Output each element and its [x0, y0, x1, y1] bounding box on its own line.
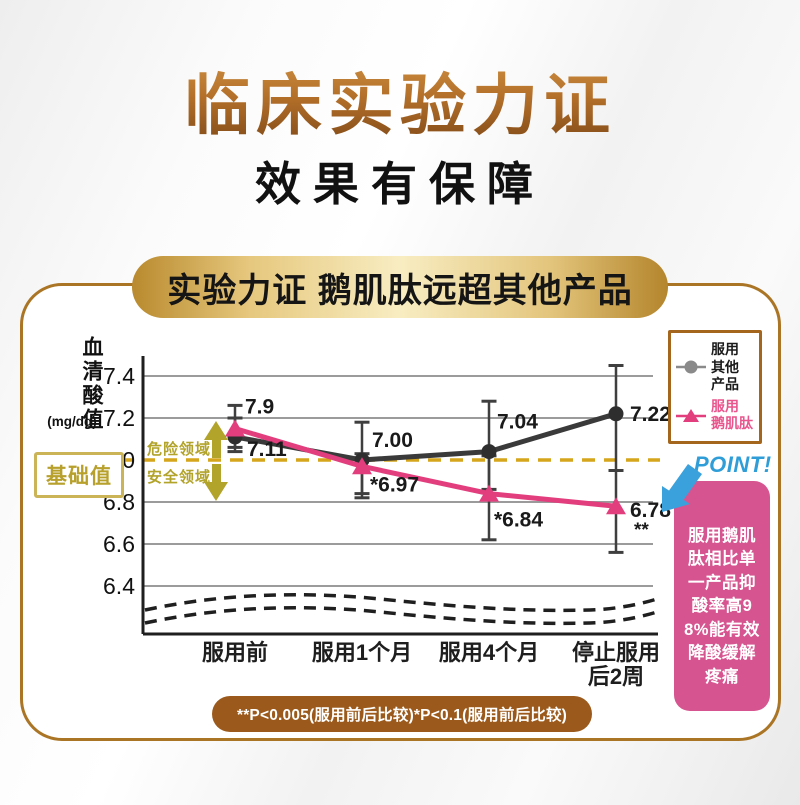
danger-zone-label: 危险领域 — [147, 441, 212, 458]
point-callout-label: POINT! — [694, 452, 772, 477]
section-banner: 实验力证 鹅肌肽远超其他产品 — [132, 256, 668, 318]
y-axis-unit: (mg/dg) — [47, 414, 97, 429]
triangle-marker-icon — [676, 409, 706, 423]
legend-label-other: 服用 其他 产品 — [711, 341, 739, 393]
y-axis-title: 血清酸值 — [80, 336, 103, 432]
legend-label-anserine: 服用 鹅肌肽 — [711, 397, 753, 432]
legend-item-other: 服用 其他 产品 — [676, 341, 754, 394]
point-callout-box: 服用鹅肌肽相比单一产品抑酸率高98%能有效降酸缓解疼痛 — [674, 481, 770, 711]
point-arrow-icon — [662, 464, 702, 512]
legend-item-anserine: 服用 鹅肌肽 — [676, 398, 754, 433]
chart-legend: 服用 其他 产品 服用 鹅肌肽 — [668, 330, 762, 444]
chart-card — [20, 283, 781, 741]
baseline-label-box: 基础值 — [34, 452, 124, 498]
page-title: 临床实验力证 — [0, 52, 800, 148]
circle-marker-icon — [676, 360, 706, 374]
significance-footnote: **P<0.005(服用前后比较)*P<0.1(服用前后比较) — [212, 696, 592, 732]
page-subtitle: 效果有保障 — [255, 159, 545, 210]
safe-zone-label: 安全领域 — [147, 469, 212, 486]
